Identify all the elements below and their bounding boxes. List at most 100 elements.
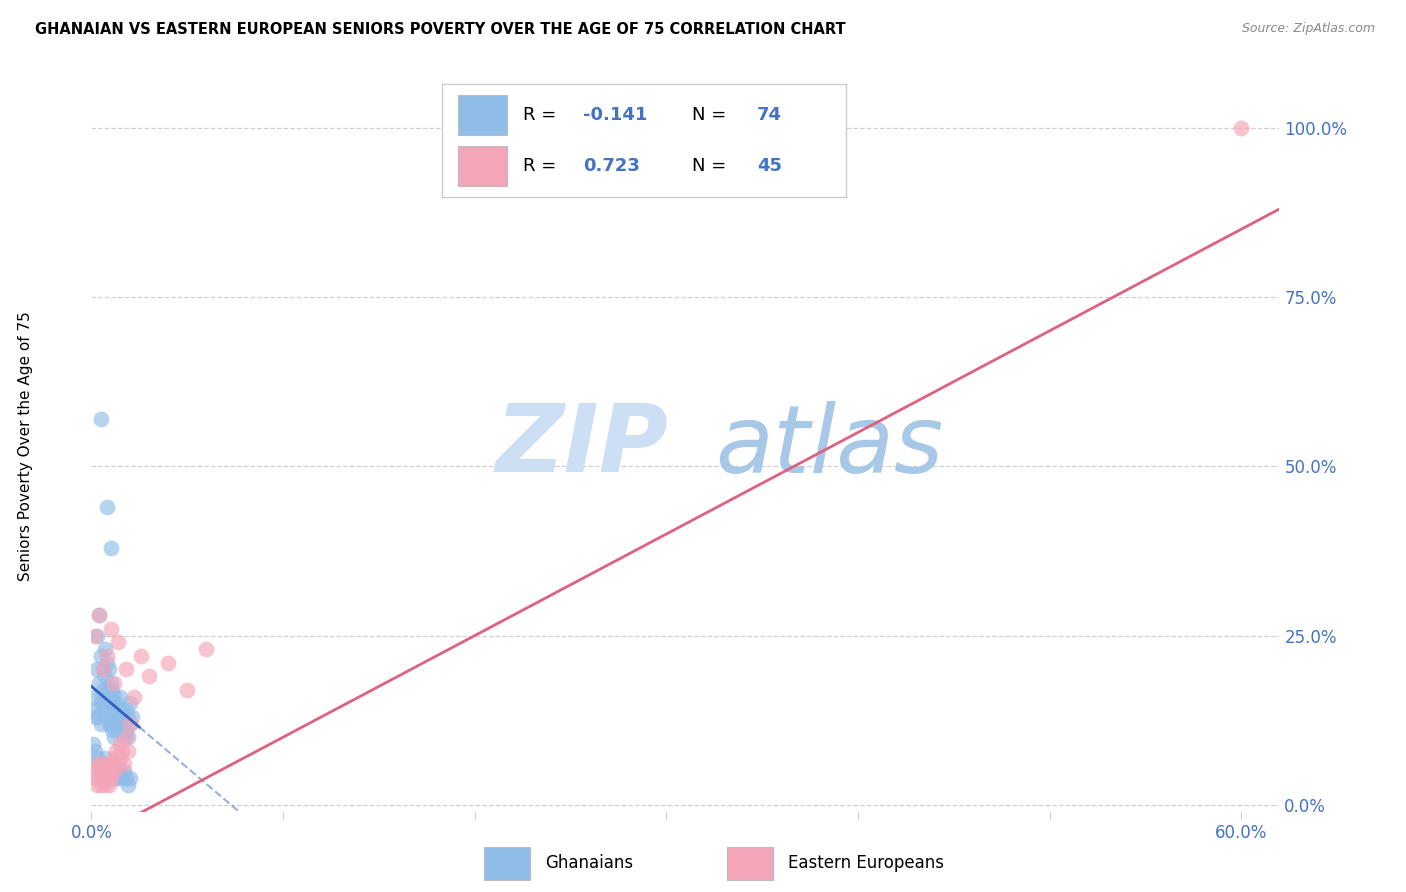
Point	[108, 710, 131, 724]
Point	[195, 642, 218, 657]
Point	[87, 608, 110, 623]
Point	[115, 730, 138, 744]
Point	[117, 710, 139, 724]
Point	[117, 778, 139, 792]
Point	[115, 723, 138, 738]
Point	[107, 635, 129, 649]
Point	[117, 744, 139, 758]
Point	[100, 697, 122, 711]
Point	[87, 764, 110, 778]
Point	[91, 663, 114, 677]
Point	[84, 771, 107, 785]
Point	[100, 622, 122, 636]
Point	[91, 757, 114, 772]
Point	[100, 757, 122, 772]
Point	[129, 648, 152, 663]
Point	[87, 608, 110, 623]
Point	[115, 663, 138, 677]
Point	[103, 676, 125, 690]
Point	[101, 764, 124, 778]
Point	[91, 703, 114, 717]
Point	[97, 778, 120, 792]
Point	[101, 764, 124, 778]
Point	[87, 771, 110, 785]
Text: atlas: atlas	[716, 401, 943, 491]
Point	[87, 710, 110, 724]
Point	[105, 716, 128, 731]
Point	[112, 757, 135, 772]
Point	[108, 764, 131, 778]
Point	[91, 682, 114, 697]
Point	[86, 750, 108, 764]
Point	[122, 690, 145, 704]
Text: Source: ZipAtlas.com: Source: ZipAtlas.com	[1241, 22, 1375, 36]
Point	[111, 703, 134, 717]
Point	[86, 629, 108, 643]
Point	[96, 771, 118, 785]
Point	[115, 771, 138, 785]
Point	[90, 716, 112, 731]
Point	[118, 697, 141, 711]
Point	[103, 690, 125, 704]
Point	[108, 750, 131, 764]
Point	[100, 771, 122, 785]
Point	[107, 703, 129, 717]
Point	[82, 703, 104, 717]
Point	[121, 710, 143, 724]
Point	[82, 764, 104, 778]
Point	[96, 764, 118, 778]
Text: Eastern Europeans: Eastern Europeans	[787, 854, 943, 872]
Point	[118, 716, 141, 731]
Point	[103, 757, 125, 772]
Point	[1230, 120, 1253, 135]
Point	[108, 690, 131, 704]
Point	[138, 669, 160, 683]
Point	[103, 771, 125, 785]
Point	[101, 703, 124, 717]
Point	[107, 771, 129, 785]
Point	[118, 716, 141, 731]
Point	[105, 697, 128, 711]
Point	[97, 663, 120, 677]
Point	[108, 737, 131, 751]
Point	[103, 750, 125, 764]
Point	[90, 412, 112, 426]
Point	[91, 663, 114, 677]
Point	[100, 541, 122, 555]
Point	[96, 656, 118, 670]
Point	[97, 757, 120, 772]
Point	[112, 730, 135, 744]
Point	[103, 764, 125, 778]
Point	[101, 723, 124, 738]
Point	[111, 723, 134, 738]
Point	[97, 771, 120, 785]
Point	[90, 690, 112, 704]
Text: Seniors Poverty Over the Age of 75: Seniors Poverty Over the Age of 75	[18, 311, 32, 581]
Point	[90, 764, 112, 778]
Text: ZIP: ZIP	[495, 400, 668, 492]
Point	[86, 757, 108, 772]
Point	[91, 771, 114, 785]
Point	[100, 676, 122, 690]
Point	[103, 730, 125, 744]
Point	[86, 663, 108, 677]
Point	[112, 710, 135, 724]
Point	[94, 750, 117, 764]
Point	[84, 629, 107, 643]
Point	[84, 710, 107, 724]
Point	[105, 744, 128, 758]
Point	[118, 771, 141, 785]
Point	[107, 757, 129, 772]
Point	[117, 730, 139, 744]
Point	[157, 656, 180, 670]
Point	[115, 703, 138, 717]
Point	[111, 744, 134, 758]
Bar	[484, 847, 530, 880]
Text: GHANAIAN VS EASTERN EUROPEAN SENIORS POVERTY OVER THE AGE OF 75 CORRELATION CHAR: GHANAIAN VS EASTERN EUROPEAN SENIORS POV…	[35, 22, 846, 37]
Point	[87, 676, 110, 690]
Point	[84, 744, 107, 758]
Point	[97, 716, 120, 731]
Point	[94, 669, 117, 683]
Point	[176, 682, 198, 697]
Point	[87, 757, 110, 772]
